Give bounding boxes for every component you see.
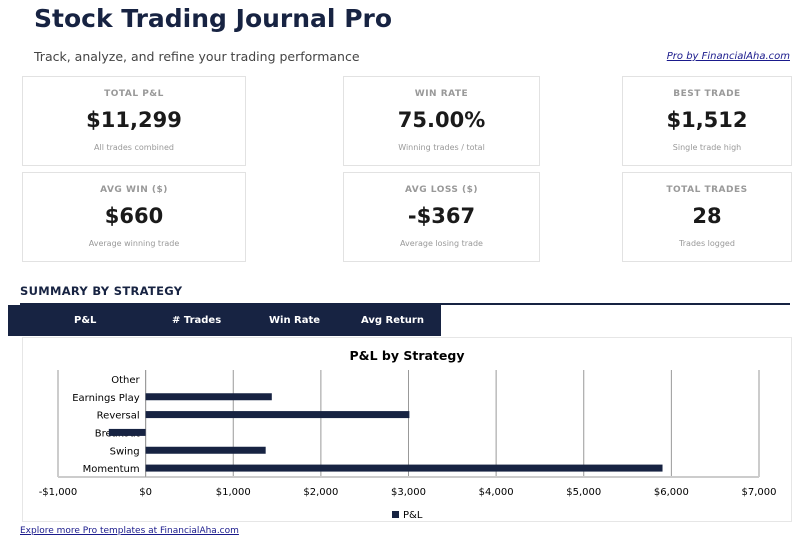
card-label: AVG LOSS ($): [404, 185, 479, 195]
card-sub: Average losing trade: [400, 239, 483, 248]
pro-link[interactable]: Pro by FinancialAha.com: [666, 51, 790, 62]
y-category-label: Reversal: [97, 411, 140, 422]
x-tick-label: $7,000: [742, 487, 777, 498]
card-total-trades: TOTAL TRADES 28 Trades logged: [622, 172, 792, 262]
legend-label: P&L: [403, 510, 423, 521]
x-tick-label: $5,000: [566, 487, 601, 498]
y-category-label: Earnings Play: [72, 393, 140, 404]
section-divider: [20, 303, 790, 305]
bar-momentum: [145, 464, 663, 472]
card-sub: Winning trades / total: [398, 143, 485, 152]
col-trades: # Trades: [172, 315, 222, 326]
summary-table-header: P&L # Trades Win Rate Avg Return: [8, 305, 441, 336]
card-sub: Single trade high: [672, 143, 742, 152]
card-value: 75.00%: [397, 108, 486, 132]
card-win-rate: WIN RATE 75.00% Winning trades / total: [343, 76, 540, 166]
chart-title: P&L by Strategy: [350, 348, 465, 363]
bar-reversal: [145, 411, 410, 419]
card-avg-loss: AVG LOSS ($) -$367 Average losing trade: [343, 172, 540, 262]
y-category-label: Swing: [110, 446, 140, 457]
card-value: $1,512: [666, 108, 748, 132]
page-subtitle: Track, analyze, and refine your trading …: [34, 49, 360, 64]
x-tick-label: $1,000: [216, 487, 251, 498]
card-sub: All trades combined: [94, 143, 174, 152]
card-best-trade: BEST TRADE $1,512 Single trade high: [622, 76, 792, 166]
section-title: SUMMARY BY STRATEGY: [20, 284, 183, 298]
card-total-pnl: TOTAL P&L $11,299 All trades combined: [22, 76, 246, 166]
x-tick-label: $3,000: [391, 487, 426, 498]
bar-swing: [145, 446, 266, 454]
card-sub: Trades logged: [679, 239, 735, 248]
col-pnl: P&L: [74, 315, 97, 326]
footer-link[interactable]: Explore more Pro templates at FinancialA…: [20, 526, 239, 536]
pnl-chart: P&L by Strategy -$1,000 $0 $1,000 $2,000 $3,…: [22, 337, 792, 522]
card-label: BEST TRADE: [673, 89, 741, 99]
bar-earnings-play: [145, 393, 272, 401]
card-value: $11,299: [86, 108, 182, 132]
x-tick-label: $2,000: [303, 487, 338, 498]
card-value: -$367: [407, 204, 476, 228]
col-avg-return: Avg Return: [361, 315, 424, 326]
y-category-label: Other: [111, 375, 140, 386]
bar-breakout: [108, 428, 146, 436]
x-tick-label: $0: [139, 487, 152, 498]
card-label: TOTAL TRADES: [666, 185, 748, 195]
x-tick-label: -$1,000: [39, 487, 78, 498]
x-tick-label: $4,000: [479, 487, 514, 498]
card-label: WIN RATE: [414, 89, 469, 99]
card-avg-win: AVG WIN ($) $660 Average winning trade: [22, 172, 246, 262]
page-title: Stock Trading Journal Pro: [34, 4, 393, 33]
card-label: TOTAL P&L: [104, 89, 164, 99]
col-win-rate: Win Rate: [269, 315, 321, 326]
pnl-chart-svg: P&L by Strategy -$1,000 $0 $1,000 $2,000 $3,…: [39, 348, 777, 521]
card-label: AVG WIN ($): [100, 185, 168, 195]
y-category-label: Momentum: [83, 464, 140, 475]
x-tick-label: $6,000: [654, 487, 689, 498]
card-sub: Average winning trade: [88, 239, 180, 248]
legend-swatch: [392, 511, 399, 518]
card-value: 28: [692, 204, 722, 228]
card-value: $660: [104, 204, 164, 228]
